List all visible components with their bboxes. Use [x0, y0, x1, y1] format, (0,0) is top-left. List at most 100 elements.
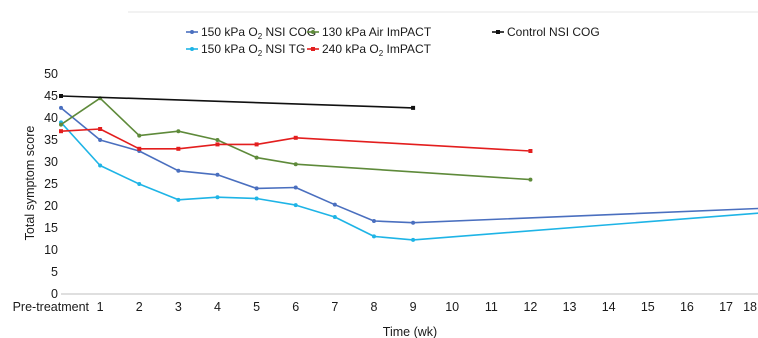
- legend-label: 150 kPa O2 NSI COG: [201, 25, 316, 41]
- legend-label-main: 130 kPa Air ImPACT: [322, 25, 432, 39]
- data-point: [293, 185, 298, 190]
- y-tick-label: 45: [44, 89, 58, 103]
- axes: Total symptom score Time (wk): [23, 126, 758, 338]
- y-tick-label: 5: [51, 265, 58, 279]
- data-point: [59, 129, 63, 134]
- data-point: [411, 237, 416, 242]
- y-tick-label: 0: [51, 287, 58, 301]
- x-tick-label: 7: [331, 300, 338, 314]
- x-tick-label: 16: [680, 300, 694, 314]
- data-point: [332, 215, 337, 219]
- series-line: [60, 107, 758, 224]
- data-point: [254, 196, 259, 201]
- series-group: [59, 94, 758, 242]
- legend-label-subscript: 2: [379, 49, 384, 58]
- x-tick-label: 17: [719, 300, 733, 314]
- legend-swatch-marker: [311, 30, 315, 34]
- data-point: [293, 162, 298, 167]
- x-tick-label: 2: [136, 300, 143, 314]
- data-point: [411, 220, 416, 225]
- x-tick-label: 12: [523, 300, 537, 314]
- data-point: [254, 142, 259, 147]
- data-point: [176, 129, 181, 134]
- data-point: [293, 135, 298, 140]
- x-tick-label: 4: [214, 300, 221, 314]
- data-point: [176, 168, 181, 173]
- data-point: [137, 133, 142, 138]
- legend-label: 150 kPa O2 NSI TG: [201, 42, 305, 58]
- y-tick-label: 40: [44, 111, 58, 125]
- y-tick-label: 30: [44, 155, 58, 169]
- x-tick-label: Pre-treatment: [13, 300, 90, 314]
- x-tick-label: 13: [563, 300, 577, 314]
- data-point: [254, 155, 259, 160]
- series-line: [60, 95, 414, 109]
- series-1: [59, 105, 758, 225]
- series-line: [60, 97, 531, 181]
- x-tick-label: 14: [602, 300, 616, 314]
- data-point: [371, 218, 376, 223]
- data-point: [59, 94, 63, 98]
- x-tick-label: 15: [641, 300, 655, 314]
- legend-label-subscript: 2: [258, 32, 263, 41]
- series-3: [59, 96, 533, 182]
- legend-swatch-marker: [190, 47, 194, 51]
- data-point: [176, 146, 181, 151]
- series-4: [59, 127, 533, 153]
- data-point: [137, 182, 142, 186]
- data-point: [215, 195, 220, 200]
- y-tick-label: 50: [44, 67, 58, 81]
- x-tick-label: 1: [97, 300, 104, 314]
- data-point: [254, 186, 259, 191]
- legend-item: 130 kPa Air ImPACT: [307, 25, 432, 39]
- legend-label-rest: ImPACT: [383, 42, 431, 56]
- data-point: [528, 177, 533, 182]
- legend-label-main: 150 kPa O: [201, 42, 258, 56]
- data-point: [528, 149, 533, 153]
- y-tick-label: 35: [44, 133, 58, 147]
- legend-swatch-marker: [190, 30, 194, 34]
- data-point: [59, 105, 63, 110]
- legend-item: Control NSI COG: [492, 25, 600, 39]
- series-line: [60, 128, 531, 152]
- x-axis-title: Time (wk): [383, 325, 437, 338]
- legend-label: 130 kPa Air ImPACT: [322, 25, 432, 39]
- data-point: [293, 203, 298, 208]
- x-tick-label: 8: [370, 300, 377, 314]
- x-tick-label: 10: [445, 300, 459, 314]
- data-point: [98, 127, 103, 131]
- legend-label-rest: NSI COG: [262, 25, 316, 39]
- legend-swatch-marker: [311, 47, 315, 51]
- legend-item: 150 kPa O2 NSI TG: [186, 42, 305, 58]
- y-tick-label: 25: [44, 177, 58, 191]
- legend-label: 240 kPa O2 ImPACT: [322, 42, 432, 58]
- legend-item: 240 kPa O2 ImPACT: [307, 42, 432, 58]
- data-point: [332, 202, 337, 207]
- x-tick-label: 9: [410, 300, 417, 314]
- legend-label-main: Control NSI COG: [507, 25, 600, 39]
- data-point: [215, 172, 220, 177]
- legend-label: Control NSI COG: [507, 25, 600, 39]
- x-tick-label: 3: [175, 300, 182, 314]
- data-point: [215, 142, 220, 147]
- legend-label-main: 150 kPa O: [201, 25, 258, 39]
- y-tick-label: 10: [44, 243, 58, 257]
- data-point: [215, 138, 220, 142]
- data-point: [176, 197, 181, 202]
- data-point: [411, 105, 416, 110]
- legend-label-rest: NSI TG: [262, 42, 305, 56]
- x-tick-label: 6: [292, 300, 299, 314]
- y-axis-title: Total symptom score: [23, 126, 37, 241]
- series-5: [59, 94, 416, 110]
- data-point: [371, 234, 376, 239]
- y-tick-labels: 0 5 10 15 20 25 30 35 40 45 50: [44, 67, 58, 301]
- legend-label-subscript: 2: [258, 49, 263, 58]
- x-tick-labels: Pre-treatment 1 2 3 4 5 6 7 8 9 10 11 12 13 14 15 16 17 18: [13, 300, 757, 314]
- x-tick-label: 11: [485, 300, 498, 314]
- legend-swatch-marker: [496, 30, 500, 34]
- data-point: [98, 163, 103, 168]
- y-tick-label: 15: [44, 221, 58, 235]
- data-point: [59, 122, 63, 127]
